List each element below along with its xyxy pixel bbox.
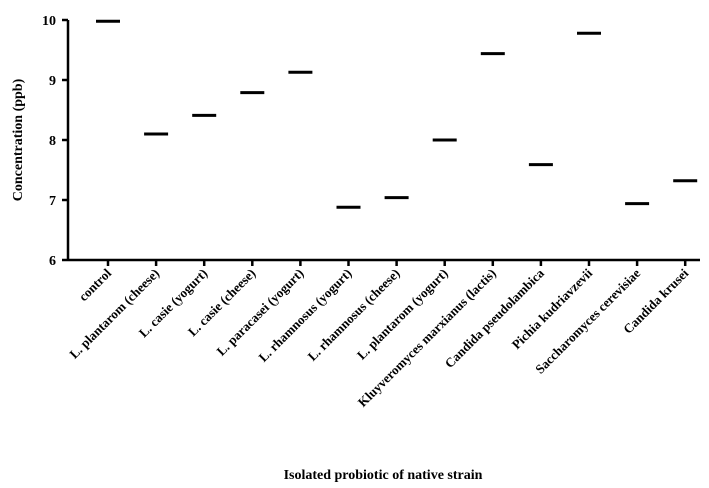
x-tick-label: Pichia kudriavzevii bbox=[509, 265, 596, 352]
x-tick-label: L. plantarom (cheese) bbox=[66, 266, 162, 362]
x-axis-title: Isolated probiotic of native strain bbox=[284, 468, 483, 483]
y-tick-label: 6 bbox=[49, 254, 56, 269]
y-tick-label: 10 bbox=[42, 14, 56, 29]
data-marks bbox=[96, 19, 698, 209]
axes bbox=[62, 18, 700, 266]
x-tick-label: L. plantarom (yogurt) bbox=[354, 266, 451, 363]
y-tick-label: 8 bbox=[49, 134, 56, 149]
y-tick-label: 7 bbox=[49, 194, 56, 209]
x-tick-label: control bbox=[76, 265, 115, 304]
y-axis-title: Concentration (ppb) bbox=[11, 78, 26, 201]
y-tick-label: 9 bbox=[49, 74, 56, 89]
x-tick-label: L. rhamnosus (yogurt) bbox=[255, 266, 354, 365]
y-tick-labels: 6 7 8 9 10 bbox=[42, 14, 56, 269]
x-tick-label: L. paracasei (yogurt) bbox=[213, 266, 306, 359]
x-tick-label: L. rhamnosus (cheese) bbox=[305, 266, 403, 364]
